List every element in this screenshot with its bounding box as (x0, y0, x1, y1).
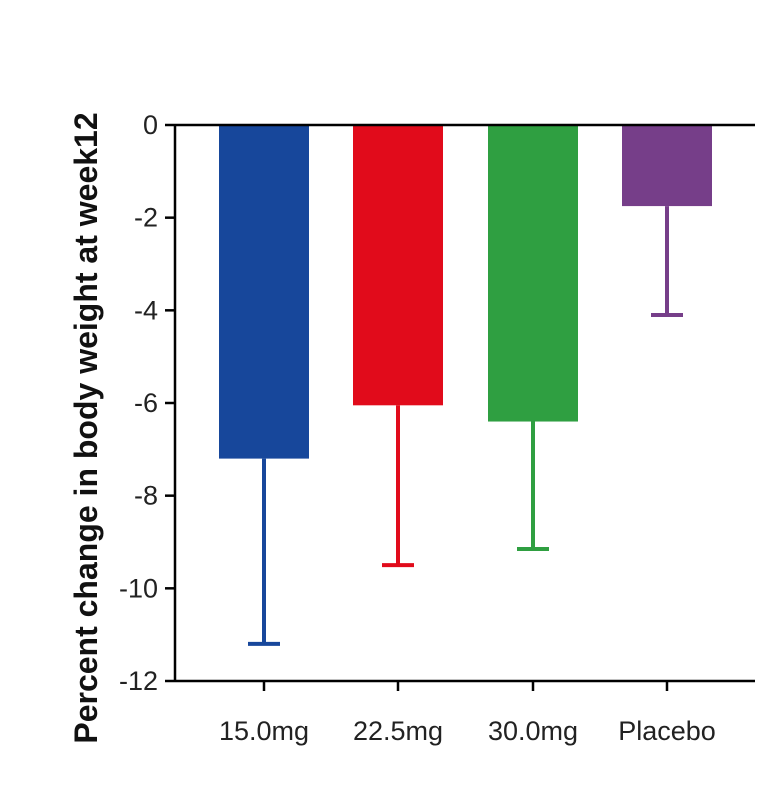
y-tick-label: -2 (134, 203, 158, 233)
error-bar-15-0mg (248, 458, 280, 646)
error-bar-30-0mg (517, 421, 549, 551)
bars-layer (219, 125, 712, 459)
bar-placebo (622, 125, 712, 207)
bar-30-0mg (488, 125, 578, 422)
y-tick-label: -8 (134, 481, 158, 511)
x-tick-label: 30.0mg (488, 716, 578, 746)
labels-layer: 0 -2 -4 -6 -8 -10 -12 15.0mg 22.5mg 30.0mg Placebo (119, 110, 716, 746)
y-tick-label: -4 (134, 295, 158, 325)
y-tick-label: -12 (119, 666, 158, 696)
bar-15-0mg (219, 125, 309, 459)
x-tick-label: 15.0mg (219, 716, 309, 746)
y-tick-label: -6 (134, 388, 158, 418)
error-bar-placebo (651, 206, 683, 317)
x-tick-label: 22.5mg (353, 716, 443, 746)
y-tick-label: 0 (143, 110, 158, 140)
error-bar-22-5mg (382, 405, 414, 568)
y-axis-title: Percent change in body weight at week12 (68, 112, 104, 743)
bar-22-5mg (353, 125, 443, 406)
x-tick-label: Placebo (618, 716, 716, 746)
y-tick-label: -10 (119, 573, 158, 603)
axes-layer (165, 123, 755, 691)
error-bars-layer (248, 206, 683, 646)
